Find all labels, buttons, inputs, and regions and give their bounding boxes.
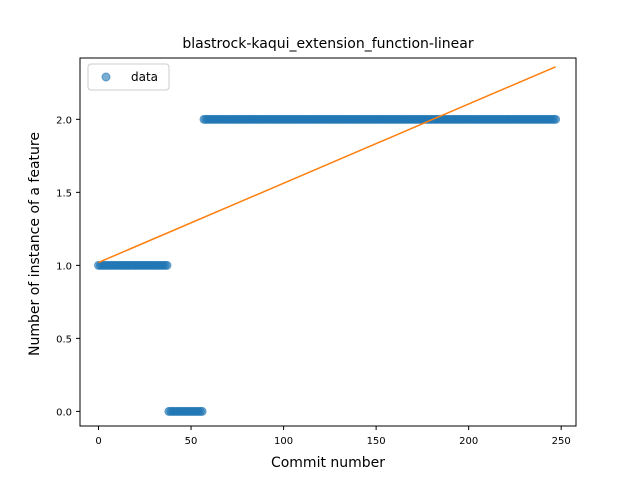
plot-area [79,57,577,427]
y-tick-label: 0.5 [56,334,72,345]
data-point [197,406,207,416]
legend-marker [101,72,111,82]
data-point [551,114,561,124]
y-tick-label: 1.5 [56,188,72,199]
x-axis: 0 50 100 150 200 250 [95,426,571,447]
y-tick-label: 2.0 [56,115,72,126]
x-tick-label: 0 [95,436,101,447]
y-axis: 0.0 0.5 1.0 1.5 2.0 [56,115,80,418]
y-axis-label: Number of instance of a feature [27,132,43,356]
legend-label: data [131,70,158,84]
fit-line [98,66,556,264]
legend: data [87,63,170,91]
x-tick-label: 150 [367,436,386,447]
chart-title: blastrock-kaqui_extension_function-linea… [182,36,473,52]
x-tick-label: 50 [185,436,198,447]
x-tick-label: 200 [459,436,478,447]
x-axis-label: Commit number [271,455,385,471]
x-tick-label: 250 [552,436,571,447]
legend-box [87,63,170,91]
y-tick-label: 1.0 [56,261,72,272]
data-point [162,260,172,270]
x-tick-label: 100 [274,436,293,447]
axes-frame [79,57,577,427]
y-tick-label: 0.0 [56,407,72,418]
